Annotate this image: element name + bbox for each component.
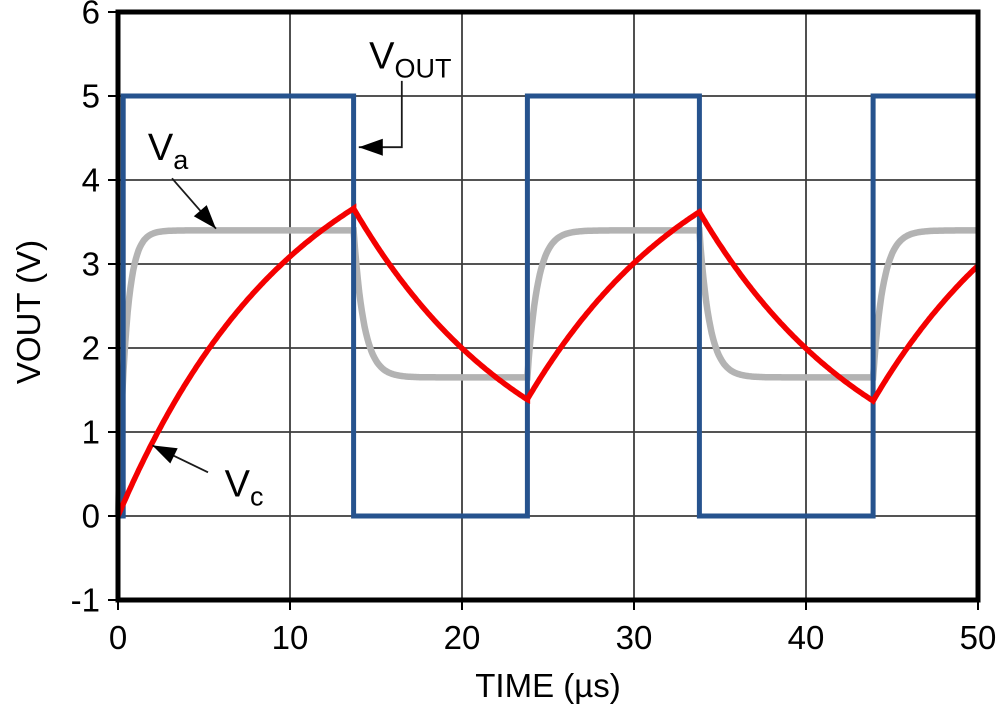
annotation-leader [358,80,403,149]
grid-layer [118,12,978,600]
annotation-arrowhead [358,138,383,156]
plot-frame [115,9,981,603]
frame-layer [115,9,981,603]
annotation-vout: VOUT [358,35,451,156]
x-tick-label: 40 [788,619,825,656]
x-tick-label: 20 [444,619,481,656]
y-tick-label: 0 [82,498,100,535]
x-tick-label: 50 [960,619,997,656]
series-vc [115,203,980,518]
y-tick-label: 1 [82,414,100,451]
annotation-label-vc: Vc [225,464,264,512]
annotation-label-va: Va [148,127,189,175]
x-tick-label: 30 [616,619,653,656]
y-tick-label: -1 [71,582,100,619]
series-layer [114,93,980,519]
y-tick-label: 4 [82,162,100,199]
y-tick-label: 5 [82,78,100,115]
y-tick-label: 6 [82,0,100,31]
annotation-arrowhead [193,205,216,229]
x-axis-title: TIME (µs) [475,667,621,704]
series-vout [118,93,978,519]
annotation-label-vout: VOUT [369,35,451,83]
annotation-layer: VOUT Va Vc [148,35,452,511]
y-tick-label: 2 [82,330,100,367]
x-tick-label: 0 [109,619,127,656]
y-axis-title: VOUT (V) [10,240,47,384]
annotation-vc: Vc [152,444,264,512]
annotation-arrowhead [152,445,178,464]
annotation-va: Va [148,127,217,230]
y-tick-label: 3 [82,246,100,283]
x-tick-label: 10 [272,619,309,656]
